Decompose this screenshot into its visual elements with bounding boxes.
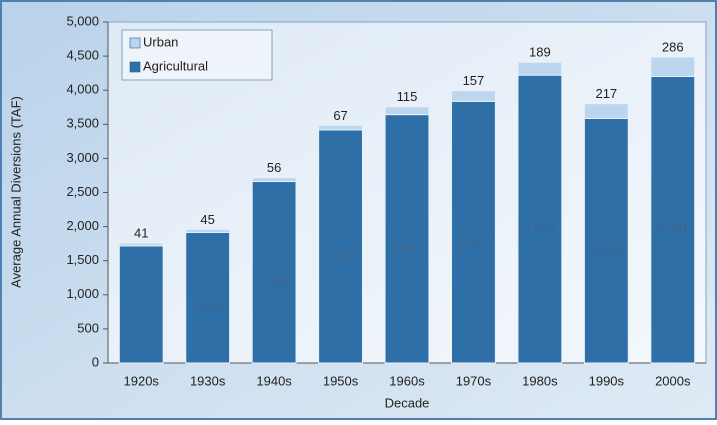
bar-value-label: 3,837 bbox=[457, 234, 490, 249]
bar-value-label: 56 bbox=[267, 160, 281, 175]
x-tick-label: 1990s bbox=[589, 373, 625, 388]
x-tick-label: 1950s bbox=[323, 373, 359, 388]
x-tick-label: 1930s bbox=[190, 373, 226, 388]
legend-label: Urban bbox=[143, 34, 178, 49]
y-tick-label: 500 bbox=[77, 320, 99, 335]
bar-value-label: 41 bbox=[134, 226, 148, 241]
y-tick-label: 2,500 bbox=[66, 184, 99, 199]
bar-value-label: 115 bbox=[397, 89, 418, 104]
x-tick-label: 1920s bbox=[124, 373, 160, 388]
bar-value-label: 67 bbox=[333, 108, 347, 123]
bar-value-label: 2,661 bbox=[258, 274, 291, 289]
bar-value-label: 4,221 bbox=[524, 221, 557, 236]
legend-swatch bbox=[129, 37, 141, 49]
bar-segment bbox=[384, 114, 430, 364]
y-tick-label: 1,000 bbox=[66, 286, 99, 301]
y-tick-label: 4,000 bbox=[66, 82, 99, 97]
y-tick-label: 4,500 bbox=[66, 48, 99, 63]
bar-value-label: 4,201 bbox=[657, 221, 690, 236]
x-tick-label: 1940s bbox=[256, 373, 292, 388]
legend-swatch bbox=[129, 61, 141, 73]
bar-value-label: 189 bbox=[529, 45, 551, 60]
bar-segment bbox=[650, 56, 696, 77]
bar-value-label: 286 bbox=[662, 39, 684, 54]
bar-segment bbox=[318, 124, 363, 131]
legend-label: Agricultural bbox=[143, 58, 208, 73]
bar-segment bbox=[517, 74, 563, 364]
bar-segment bbox=[517, 61, 563, 76]
x-tick-label: 1960s bbox=[389, 373, 425, 388]
bar-segment bbox=[185, 231, 231, 364]
y-tick-label: 5,000 bbox=[66, 13, 99, 28]
bar-segment bbox=[251, 177, 297, 183]
x-tick-label: 1980s bbox=[522, 373, 558, 388]
y-tick-label: 1,500 bbox=[66, 252, 99, 267]
bar-value-label: 1,717 bbox=[125, 306, 158, 321]
bar-segment bbox=[318, 129, 363, 364]
bar-segment bbox=[583, 103, 629, 120]
bar-segment bbox=[583, 118, 629, 364]
bar-segment bbox=[650, 75, 696, 364]
bar-value-label: 217 bbox=[595, 86, 617, 101]
bar-segment bbox=[185, 228, 231, 233]
bar-segment bbox=[384, 106, 430, 116]
legend-box bbox=[121, 29, 273, 81]
bar-value-label: 3,642 bbox=[391, 240, 424, 255]
bar-segment bbox=[451, 90, 496, 102]
bar-value-label: 3,418 bbox=[324, 248, 357, 263]
bar-value-label: 3,585 bbox=[590, 242, 623, 257]
bar-value-label: 45 bbox=[200, 212, 214, 227]
y-axis-title: Average Annual Diversions (TAF) bbox=[8, 96, 23, 288]
x-tick-label: 2000s bbox=[655, 373, 691, 388]
y-tick-label: 3,000 bbox=[66, 150, 99, 165]
bar-segment bbox=[251, 181, 297, 364]
bar-segment bbox=[118, 245, 164, 364]
y-tick-label: 3,500 bbox=[66, 116, 99, 131]
bar-value-label: 157 bbox=[463, 73, 485, 88]
x-axis-title: Decade bbox=[385, 395, 430, 410]
bar-segment bbox=[451, 100, 496, 364]
x-tick-label: 1970s bbox=[456, 373, 492, 388]
y-tick-label: 0 bbox=[92, 354, 99, 369]
bar-segment bbox=[118, 242, 164, 247]
bar-value-label: 1,915 bbox=[191, 299, 224, 314]
y-tick-label: 2,000 bbox=[66, 218, 99, 233]
